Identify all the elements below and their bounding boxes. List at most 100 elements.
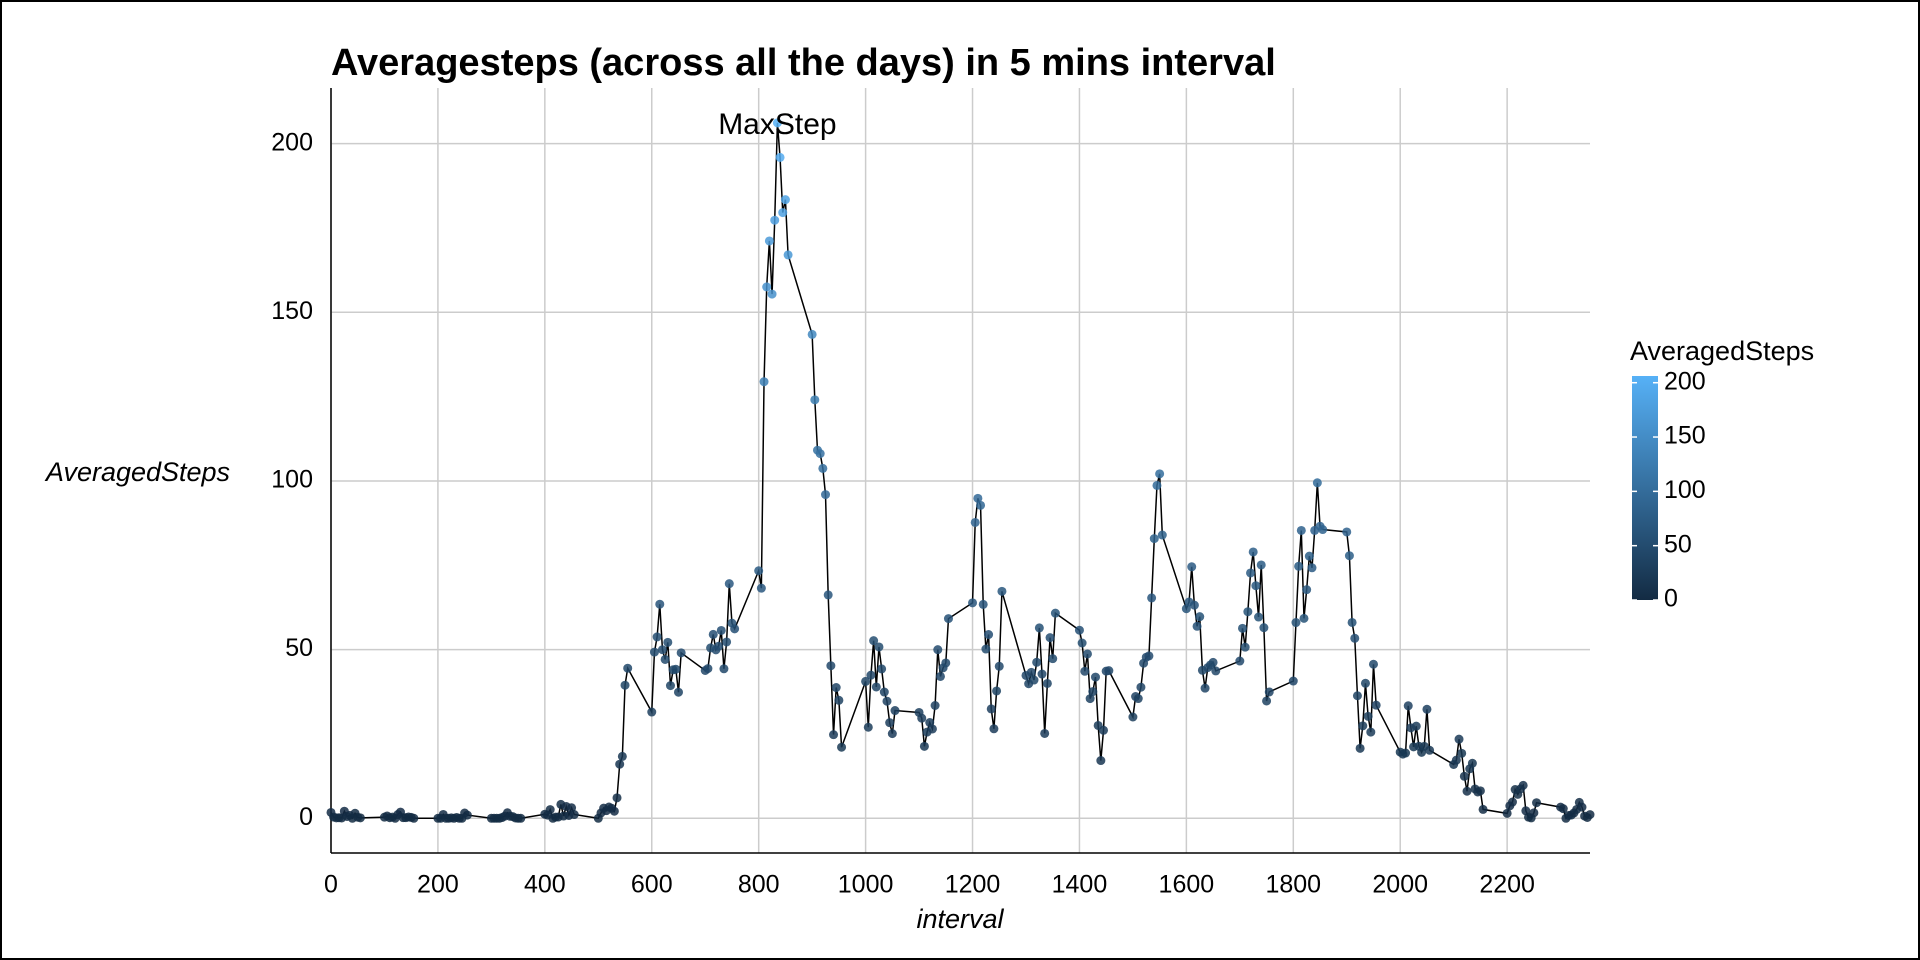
y-tick-label: 100 [271, 466, 313, 494]
data-point [1050, 608, 1060, 618]
y-axis-label: AveragedSteps [44, 457, 230, 487]
data-point [1577, 802, 1587, 812]
data-point [772, 118, 782, 128]
data-point [1029, 675, 1039, 685]
x-tick-label: 0 [324, 871, 338, 899]
data-point [1099, 725, 1109, 735]
data-point [1192, 621, 1202, 631]
data-point [930, 700, 940, 710]
data-point [1096, 756, 1106, 766]
data-point [887, 729, 897, 739]
data-point [462, 810, 472, 820]
data-point [657, 645, 667, 655]
data-point [1259, 623, 1269, 633]
data-point [1462, 786, 1472, 796]
x-tick-label: 200 [417, 871, 459, 899]
chart-title: Averagesteps (across all the days) in 5 … [331, 42, 1276, 84]
data-point [837, 742, 847, 752]
data-point [1262, 696, 1272, 706]
data-point [756, 583, 766, 593]
data-point [1136, 682, 1146, 692]
data-point [1034, 623, 1044, 633]
data-point [1080, 666, 1090, 676]
data-point [620, 680, 630, 690]
data-point [671, 664, 681, 674]
data-point [1403, 701, 1413, 711]
x-tick-label: 800 [738, 871, 780, 899]
data-point [1200, 683, 1210, 693]
data-point [716, 625, 726, 635]
data-point [1077, 638, 1087, 648]
x-tick-label: 1200 [945, 871, 1001, 899]
data-point [879, 687, 889, 697]
data-point [1037, 669, 1047, 679]
x-tick-label: 2200 [1479, 871, 1535, 899]
data-point [1152, 480, 1162, 490]
data-point [730, 624, 740, 634]
data-point [973, 493, 983, 503]
data-point [1350, 633, 1360, 643]
y-tick-label: 0 [299, 803, 313, 831]
data-point [1451, 755, 1461, 765]
data-point [1032, 657, 1042, 667]
data-point [1082, 649, 1092, 659]
data-point [780, 195, 790, 205]
data-point [775, 152, 785, 162]
data-point [1040, 728, 1050, 738]
data-point [1294, 561, 1304, 571]
data-point [863, 722, 873, 732]
y-tick-label: 50 [285, 634, 313, 662]
data-point [1195, 612, 1205, 622]
data-point [1518, 780, 1528, 790]
data-point [764, 236, 774, 246]
data-point [1532, 798, 1542, 808]
data-point [1507, 797, 1517, 807]
data-point [708, 629, 718, 639]
data-point [1401, 748, 1411, 758]
data-point [655, 599, 665, 609]
data-point [890, 706, 900, 716]
data-point [917, 713, 927, 723]
data-point [877, 664, 887, 674]
data-point [1425, 745, 1435, 755]
data-point [1187, 562, 1197, 572]
data-point [1422, 704, 1432, 714]
data-point [676, 648, 686, 658]
data-point [994, 661, 1004, 671]
data-point [981, 644, 991, 654]
legend-tick-label: 50 [1664, 530, 1692, 558]
data-point [831, 683, 841, 693]
data-point [754, 566, 764, 576]
data-point [1251, 581, 1261, 591]
data-point [1411, 721, 1421, 731]
data-point [997, 586, 1007, 596]
data-point [615, 759, 625, 769]
data-point [1128, 712, 1138, 722]
data-point [1248, 547, 1258, 557]
data-point [919, 741, 929, 751]
data-point [545, 805, 555, 815]
legend-tick-label: 150 [1664, 422, 1706, 450]
annotation: MaxStep [718, 108, 836, 141]
x-tick-label: 1000 [838, 871, 894, 899]
x-tick-label: 400 [524, 871, 566, 899]
data-point [1133, 694, 1143, 704]
data-point [1312, 478, 1322, 488]
data-point [355, 813, 365, 823]
data-point [970, 517, 980, 527]
data-point [976, 500, 986, 510]
data-point [660, 654, 670, 664]
data-point [1256, 560, 1266, 570]
x-tick-label: 2000 [1372, 871, 1428, 899]
data-point [1211, 666, 1221, 676]
data-point [703, 664, 713, 674]
data-point [818, 463, 828, 473]
data-point [1181, 604, 1191, 614]
data-point [1144, 651, 1154, 661]
data-point [1026, 667, 1036, 677]
legend-tick-label: 200 [1664, 367, 1706, 395]
y-tick-label: 200 [271, 128, 313, 156]
data-point [567, 803, 577, 813]
data-point [516, 813, 526, 823]
data-point [1352, 691, 1362, 701]
